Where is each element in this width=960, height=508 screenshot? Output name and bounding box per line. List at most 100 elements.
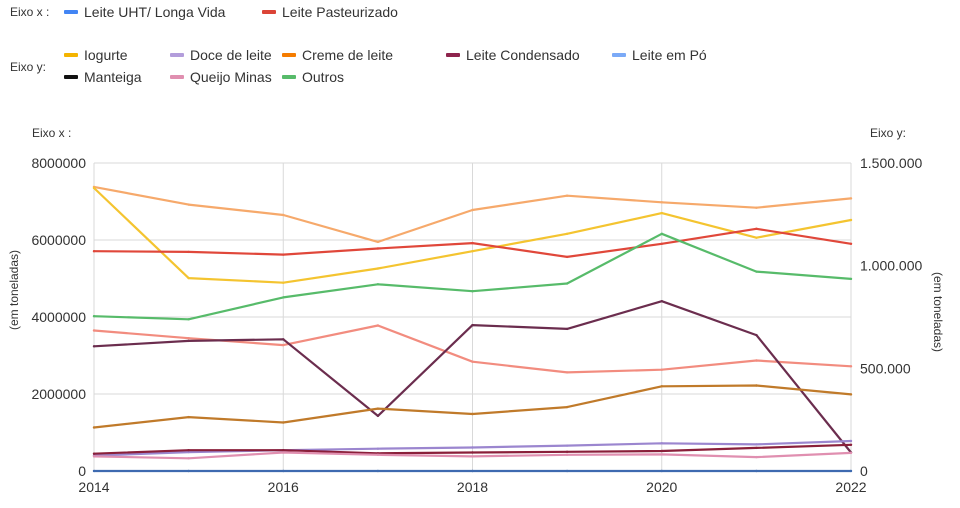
data-point xyxy=(187,450,190,454)
data-point xyxy=(849,393,853,396)
legend-item-label: Queijo Minas xyxy=(190,69,272,85)
data-point xyxy=(187,339,190,343)
data-point xyxy=(471,446,474,449)
legend-swatch-5 xyxy=(446,53,460,57)
data-point xyxy=(92,315,96,318)
data-point xyxy=(92,345,96,348)
axes: Eixo x : Eixo y: (em toneladas) (em tone… xyxy=(7,126,945,495)
data-point xyxy=(660,201,663,204)
legend-item-label: Leite UHT/ Longa Vida xyxy=(84,4,226,20)
x-axis-tick-label: 2018 xyxy=(457,479,488,495)
left-axis-tick-label: 0 xyxy=(78,463,86,479)
data-point xyxy=(565,444,569,447)
data-point xyxy=(376,453,380,456)
data-point xyxy=(755,227,758,230)
data-point xyxy=(849,242,853,245)
data-point xyxy=(849,197,853,200)
data-point xyxy=(755,270,758,273)
data-point xyxy=(755,206,758,209)
series xyxy=(92,185,853,473)
data-point xyxy=(282,296,285,299)
legend-swatch-0 xyxy=(64,10,78,14)
data-point xyxy=(92,250,96,253)
data-point xyxy=(282,253,285,256)
data-point xyxy=(755,443,758,446)
x-axis-tick-label: 2016 xyxy=(268,479,299,495)
data-point xyxy=(376,447,380,450)
right-axis-tick-label: 500.000 xyxy=(860,360,911,376)
data-point xyxy=(660,442,663,445)
data-point xyxy=(849,218,853,222)
legend-item-label: Creme de leite xyxy=(302,47,393,63)
data-point xyxy=(849,439,853,443)
data-point xyxy=(660,449,663,453)
data-point xyxy=(565,282,569,285)
data-point xyxy=(471,451,474,454)
data-point xyxy=(471,208,474,212)
data-point xyxy=(187,449,190,452)
data-point xyxy=(376,324,380,327)
legend-item-label: Manteiga xyxy=(84,69,142,85)
data-point xyxy=(282,451,285,454)
data-point xyxy=(471,360,474,363)
legend-item-label: Outros xyxy=(302,69,344,85)
data-point xyxy=(187,469,190,473)
left-axis-tick-label: 4000000 xyxy=(31,309,86,325)
data-point xyxy=(187,415,190,419)
data-point xyxy=(471,250,474,253)
x-axis-tick-label: 2022 xyxy=(835,479,866,495)
data-point xyxy=(376,414,380,418)
left-axis-label: (em toneladas) xyxy=(7,250,21,330)
data-point xyxy=(755,359,758,362)
legend-item-label: Leite Condensado xyxy=(466,47,580,63)
data-point xyxy=(660,453,663,456)
data-point xyxy=(565,450,569,453)
left-axis-tick-label: 2000000 xyxy=(31,386,86,402)
data-point xyxy=(376,407,380,410)
data-point xyxy=(755,469,758,473)
data-point xyxy=(282,338,285,341)
data-point xyxy=(660,368,663,371)
data-point xyxy=(376,283,380,286)
data-point xyxy=(187,457,190,460)
legend-swatch-6 xyxy=(612,53,626,57)
data-point xyxy=(660,242,663,245)
data-point xyxy=(565,255,569,259)
legend-swatch-1 xyxy=(262,10,276,14)
data-point xyxy=(565,453,569,456)
data-point xyxy=(282,281,285,284)
right-axis-title: Eixo y: xyxy=(870,126,906,140)
x-axis-tick-label: 2020 xyxy=(646,479,677,495)
data-point xyxy=(282,449,285,452)
data-point xyxy=(187,318,190,321)
data-point xyxy=(282,213,285,217)
data-point xyxy=(92,452,96,455)
x-axis-tick-label: 2014 xyxy=(78,479,109,495)
legend-swatch-2 xyxy=(64,53,78,57)
data-point xyxy=(92,186,96,190)
legend-swatch-3 xyxy=(170,53,184,57)
legend-swatch-4 xyxy=(282,53,296,57)
right-axis-tick-label: 1.500.000 xyxy=(860,155,922,171)
data-point xyxy=(849,469,853,473)
data-point xyxy=(92,469,96,473)
legend-item-label: Doce de leite xyxy=(190,47,272,63)
legend-left-group-label: Eixo x : xyxy=(10,5,49,19)
data-point xyxy=(376,469,380,473)
data-point xyxy=(471,323,474,327)
data-point xyxy=(660,385,663,388)
legend-item-label: Leite em Pó xyxy=(632,47,707,63)
left-axis-tick-label: 8000000 xyxy=(31,155,86,171)
legend-swatch-7 xyxy=(64,75,78,79)
right-axis-label: (em toneladas) xyxy=(931,272,945,352)
right-axis-tick-label: 1.000.000 xyxy=(860,258,922,274)
data-point xyxy=(187,203,190,206)
data-point xyxy=(376,240,380,244)
data-point xyxy=(849,365,853,368)
data-point xyxy=(565,194,569,197)
data-point xyxy=(849,451,853,455)
data-point xyxy=(92,426,96,429)
left-axis-tick-label: 6000000 xyxy=(31,232,86,248)
legend-right-group-label: Eixo y: xyxy=(10,60,46,74)
data-point xyxy=(565,469,569,473)
